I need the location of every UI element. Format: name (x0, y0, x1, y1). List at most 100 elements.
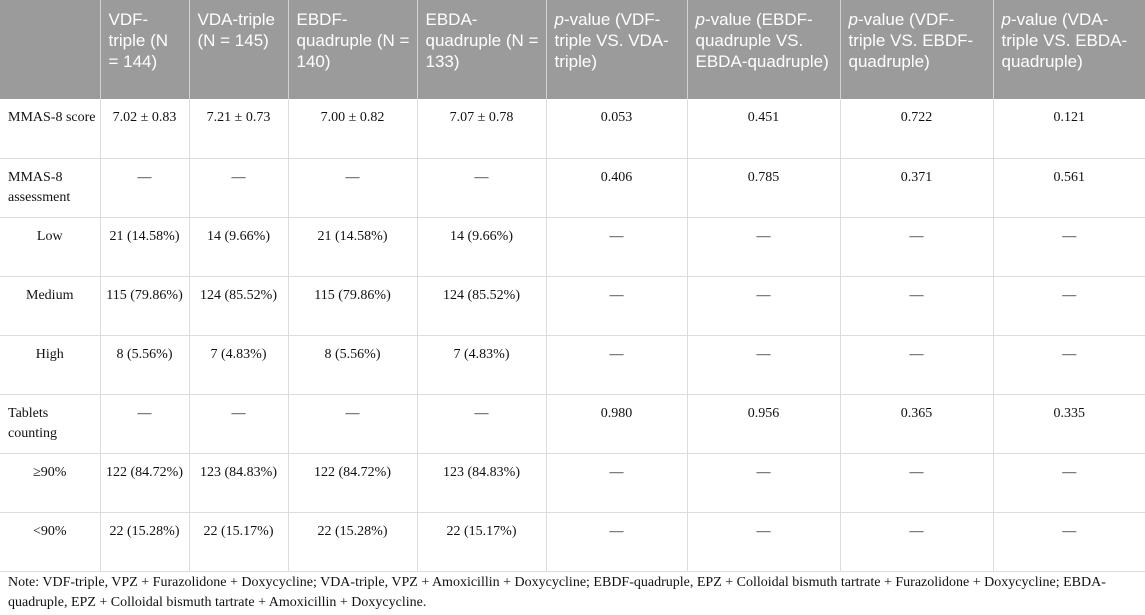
table-cell-pvalue: 0.365 (840, 394, 994, 454)
table-cell-value: 8 (5.56%) (100, 335, 190, 395)
table-cell-pvalue: 0.722 (840, 99, 994, 159)
table-cell-value: 14 (9.66%) (417, 217, 547, 277)
adherence-table: VDF-triple (N = 144) VDA-triple (N = 145… (0, 0, 1145, 572)
table-cell-pvalue: — (546, 512, 688, 572)
table-cell-pvalue: — (687, 512, 841, 572)
row-label: MMAS-8 assessment (0, 158, 101, 218)
table-cell-value: 7.02 ± 0.83 (100, 99, 190, 159)
row-label: Low (0, 217, 101, 277)
header-ebda-quadruple: EBDA-quadruple (N = 133) (417, 0, 547, 99)
table-cell-value: 115 (79.86%) (100, 276, 190, 336)
header-ebdf-quadruple: EBDF-quadruple (N = 140) (288, 0, 418, 99)
table-cell-value: 7 (4.83%) (417, 335, 547, 395)
header-vdf-triple: VDF-triple (N = 144) (100, 0, 190, 99)
header-corner (0, 0, 101, 99)
table-cell-pvalue: — (840, 276, 994, 336)
table-cell-value: 124 (85.52%) (189, 276, 289, 336)
table-cell-pvalue: — (546, 453, 688, 513)
table-cell-value: 22 (15.28%) (100, 512, 190, 572)
table-footnote: Note: VDF-triple, VPZ + Furazolidone + D… (8, 575, 1106, 610)
row-label: Medium (0, 276, 101, 336)
table-cell-value: — (417, 158, 547, 218)
table-cell-value: 115 (79.86%) (288, 276, 418, 336)
header-pvalue-vdf-vs-ebdf: p-value (VDF-triple VS. EBDF-quadruple) (840, 0, 994, 99)
table-cell-pvalue: — (546, 276, 688, 336)
pvalue-p-symbol: p (1001, 10, 1011, 29)
pvalue-header-text: -value (VDA-triple VS. EBDA-quadruple) (1001, 10, 1128, 71)
row-label: MMAS-8 score (0, 99, 101, 159)
header-vda-triple: VDA-triple (N = 145) (189, 0, 289, 99)
table-cell-value: 22 (15.28%) (288, 512, 418, 572)
table-row: Tablets counting — — — —0.980 0.956 0.365 0.335 (0, 394, 1145, 454)
table-cell-pvalue: — (840, 335, 994, 395)
table-cell-value: 8 (5.56%) (288, 335, 418, 395)
table-row: MMAS-8 assessment — — — —0.406 0.785 0.371 0.56… (0, 158, 1145, 218)
table-cell-pvalue: — (687, 335, 841, 395)
table-cell-value: — (189, 158, 289, 218)
table-cell-value: 7.00 ± 0.82 (288, 99, 418, 159)
pvalue-header-text: -value (VDF-triple VS. EBDF-quadruple) (848, 10, 974, 71)
table-cell-pvalue: 0.451 (687, 99, 841, 159)
table-cell-value: — (288, 394, 418, 454)
header-pvalue-vda-vs-ebda: p-value (VDA-triple VS. EBDA-quadruple) (993, 0, 1145, 99)
pvalue-header-text: -value (EBDF-quadruple VS. EBDA-quadrupl… (695, 10, 829, 71)
table-cell-pvalue: — (687, 276, 841, 336)
table-cell-value: — (189, 394, 289, 454)
table-cell-value: 7.21 ± 0.73 (189, 99, 289, 159)
table-cell-pvalue: — (840, 217, 994, 277)
table-body: MMAS-8 score 7.02 ± 0.83 7.21 ± 0.73 7.00 ±… (0, 99, 1145, 572)
table-cell-pvalue: — (993, 276, 1145, 336)
table-cell-value: 123 (84.83%) (417, 453, 547, 513)
table-cell-value: 14 (9.66%) (189, 217, 289, 277)
table-row: Medium 115 (79.86%) 124 (85.52%) 115 (79.86… (0, 276, 1145, 336)
table-cell-pvalue: — (840, 512, 994, 572)
table-cell-value: 123 (84.83%) (189, 453, 289, 513)
table-row: ≥90% 122 (84.72%) 123 (84.83%) 122 (84.72%)… (0, 453, 1145, 513)
table-cell-value: 22 (15.17%) (417, 512, 547, 572)
table-cell-value: 21 (14.58%) (100, 217, 190, 277)
row-label: High (0, 335, 101, 395)
table-cell-pvalue: 0.335 (993, 394, 1145, 454)
table-row: High 8 (5.56%) 7 (4.83%) 8 (5.56%) 7 (4.83%)… (0, 335, 1145, 395)
table-cell-pvalue: — (993, 453, 1145, 513)
header-pvalue-ebdf-vs-ebda: p-value (EBDF-quadruple VS. EBDA-quadrup… (687, 0, 841, 99)
table-cell-value: 7 (4.83%) (189, 335, 289, 395)
table-cell-value: 21 (14.58%) (288, 217, 418, 277)
table-cell-value: 122 (84.72%) (288, 453, 418, 513)
table-cell-pvalue: — (687, 453, 841, 513)
table-cell-value: 7.07 ± 0.78 (417, 99, 547, 159)
table-cell-pvalue: — (993, 512, 1145, 572)
table-cell-pvalue: — (840, 453, 994, 513)
table-cell-pvalue: 0.980 (546, 394, 688, 454)
table-header-row: VDF-triple (N = 144) VDA-triple (N = 145… (0, 0, 1145, 99)
header-pvalue-vdf-vs-vda: p-value (VDF-triple VS. VDA-triple) (546, 0, 688, 99)
table-cell-value: — (100, 158, 190, 218)
table-row: MMAS-8 score 7.02 ± 0.83 7.21 ± 0.73 7.00 ±… (0, 99, 1145, 159)
table-cell-pvalue: 0.561 (993, 158, 1145, 218)
row-label: ≥90% (0, 453, 101, 513)
row-label: <90% (0, 512, 101, 572)
table-cell-pvalue: — (546, 217, 688, 277)
table-cell-pvalue: — (687, 217, 841, 277)
row-label: Tablets counting (0, 394, 101, 454)
table-cell-value: 22 (15.17%) (189, 512, 289, 572)
table-cell-pvalue: — (993, 335, 1145, 395)
table-cell-pvalue: 0.371 (840, 158, 994, 218)
table-cell-value: 122 (84.72%) (100, 453, 190, 513)
table-cell-pvalue: 0.406 (546, 158, 688, 218)
pvalue-header-text: -value (VDF-triple VS. VDA-triple) (554, 10, 669, 71)
pvalue-p-symbol: p (848, 10, 858, 29)
table-cell-pvalue: — (993, 217, 1145, 277)
pvalue-p-symbol: p (695, 10, 705, 29)
table-cell-pvalue: — (546, 335, 688, 395)
table-row: Low 21 (14.58%) 14 (9.66%) 21 (14.58%) 14 (9… (0, 217, 1145, 277)
table-cell-value: — (417, 394, 547, 454)
table-cell-pvalue: 0.956 (687, 394, 841, 454)
pvalue-p-symbol: p (554, 10, 564, 29)
table-cell-pvalue: 0.785 (687, 158, 841, 218)
table-row: <90% 22 (15.28%) 22 (15.17%) 22 (15.28%) 22 … (0, 512, 1145, 572)
table-cell-value: — (288, 158, 418, 218)
table-cell-pvalue: 0.053 (546, 99, 688, 159)
table-cell-value: 124 (85.52%) (417, 276, 547, 336)
results-table-container: VDF-triple (N = 144) VDA-triple (N = 145… (0, 0, 1145, 572)
